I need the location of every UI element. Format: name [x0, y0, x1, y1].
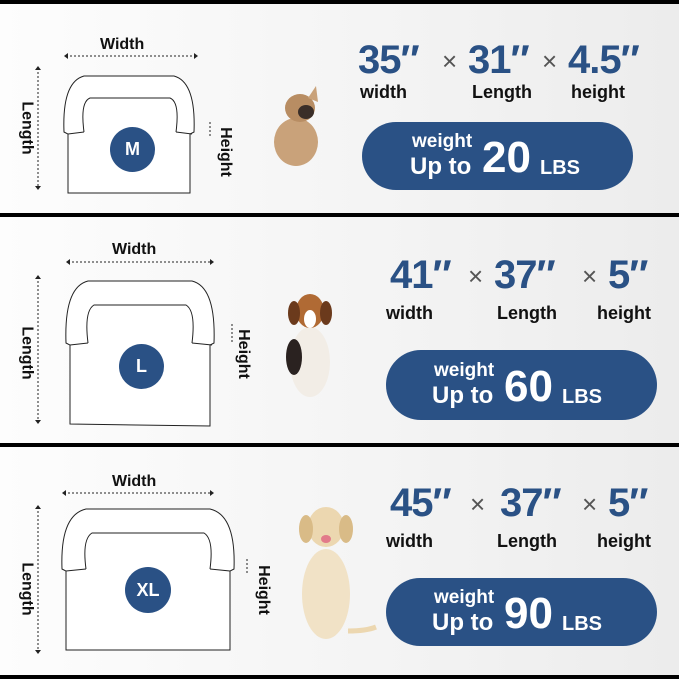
weight-badge: weight Up to 20 LBS: [362, 122, 633, 190]
weight-badge: weight Up to 90 LBS: [386, 578, 657, 646]
height-sublabel: height: [597, 531, 651, 551]
dog-image: [274, 86, 318, 166]
height-sublabel: height: [597, 303, 651, 323]
width-label: Width: [112, 241, 157, 258]
times-icon: ×: [582, 489, 598, 519]
weight-unit: LBS: [540, 157, 580, 179]
width-sublabel: width: [360, 82, 407, 102]
width-value: 35″: [358, 38, 420, 82]
size-panel-l: Width Length Height L 41″ × 37″ × 5″ wid…: [0, 217, 679, 443]
length-value: 31″: [468, 38, 530, 82]
height-value: 4.5″: [568, 38, 640, 82]
up-to-label: Up to: [410, 153, 472, 180]
up-to-label: Up to: [432, 609, 494, 636]
height-label: Height: [254, 565, 272, 615]
height-value: 5″: [608, 481, 648, 525]
weight-unit: LBS: [562, 386, 602, 408]
times-icon: ×: [468, 261, 484, 291]
size-panel-m: Width Length Height M 35″ × 31″ × 4.5″ w…: [0, 4, 679, 213]
width-sublabel: width: [386, 303, 433, 323]
weight-value: 60: [504, 362, 553, 411]
weight-value: 90: [504, 589, 553, 638]
height-label: Height: [234, 329, 252, 379]
times-icon: ×: [442, 46, 458, 76]
size-badge: M: [110, 127, 155, 172]
weight-unit: LBS: [562, 613, 602, 635]
size-badge: XL: [125, 567, 171, 613]
weight-badge: weight Up to 60 LBS: [386, 350, 657, 420]
width-value: 41″: [390, 253, 452, 297]
length-sublabel: Length: [497, 531, 557, 551]
weight-label: weight: [434, 360, 495, 381]
times-icon: ×: [470, 489, 486, 519]
length-label: Length: [18, 326, 36, 380]
dog-image: [299, 507, 377, 639]
length-label: Length: [18, 101, 36, 155]
times-icon: ×: [542, 46, 558, 76]
height-label: Height: [216, 127, 234, 177]
width-value: 45″: [390, 481, 452, 525]
length-sublabel: Length: [497, 303, 557, 323]
size-panel-xl: Width Length Height XL 45″ × 37″ × 5″ wi…: [0, 447, 679, 675]
weight-label: weight: [412, 131, 473, 152]
up-to-label: Up to: [432, 382, 494, 409]
dog-image: [286, 294, 332, 397]
width-label: Width: [100, 36, 145, 53]
weight-label: weight: [434, 587, 495, 608]
length-value: 37″: [494, 253, 556, 297]
times-icon: ×: [582, 261, 598, 291]
weight-value: 20: [482, 133, 531, 182]
length-label: Length: [18, 562, 36, 616]
size-badge: L: [119, 344, 164, 389]
height-sublabel: height: [571, 82, 625, 102]
length-sublabel: Length: [472, 82, 532, 102]
width-label: Width: [112, 473, 157, 490]
width-sublabel: width: [386, 531, 433, 551]
height-value: 5″: [608, 253, 648, 297]
length-value: 37″: [500, 481, 562, 525]
